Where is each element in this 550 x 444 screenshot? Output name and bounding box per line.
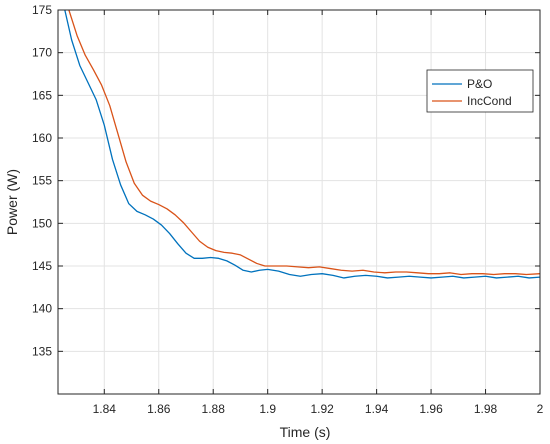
y-tick-label: 145 [32, 259, 52, 273]
legend: P&O IncCond [426, 69, 534, 113]
x-tick-label: 1.84 [93, 402, 117, 416]
legend-label-inccond: IncCond [467, 94, 512, 108]
plot-background [58, 10, 540, 394]
x-tick-label: 1.98 [474, 402, 498, 416]
x-tick-label: 1.94 [365, 402, 389, 416]
y-tick-label: 170 [32, 46, 52, 60]
axis-tick-labels: 1.84 1.86 1.88 1.9 1.92 1.94 1.96 1.98 2 135 140 14… [32, 3, 544, 416]
x-tick-label: 1.86 [147, 402, 171, 416]
legend-box [426, 69, 534, 113]
legend-label-p-and-o: P&O [467, 77, 492, 91]
y-axis-title: Power (W) [4, 169, 20, 235]
x-tick-label: 2 [537, 402, 544, 416]
y-tick-label: 150 [32, 216, 52, 230]
x-tick-label: 1.9 [259, 402, 276, 416]
y-tick-label: 160 [32, 131, 52, 145]
series-group [64, 10, 540, 279]
series-line-p-and-o [64, 10, 540, 279]
y-tick-label: 165 [32, 88, 52, 102]
axis-ticks [58, 9, 541, 394]
x-tick-label: 1.96 [419, 402, 443, 416]
y-tick-label: 175 [32, 3, 52, 17]
y-tick-label: 155 [32, 174, 52, 188]
x-axis-title: Time (s) [280, 424, 331, 440]
plot-frame [57, 9, 541, 395]
y-tick-label: 135 [32, 344, 52, 358]
x-tick-label: 1.88 [202, 402, 226, 416]
series-line-inccond [68, 10, 540, 276]
y-tick-label: 140 [32, 302, 52, 316]
x-tick-label: 1.92 [310, 402, 334, 416]
